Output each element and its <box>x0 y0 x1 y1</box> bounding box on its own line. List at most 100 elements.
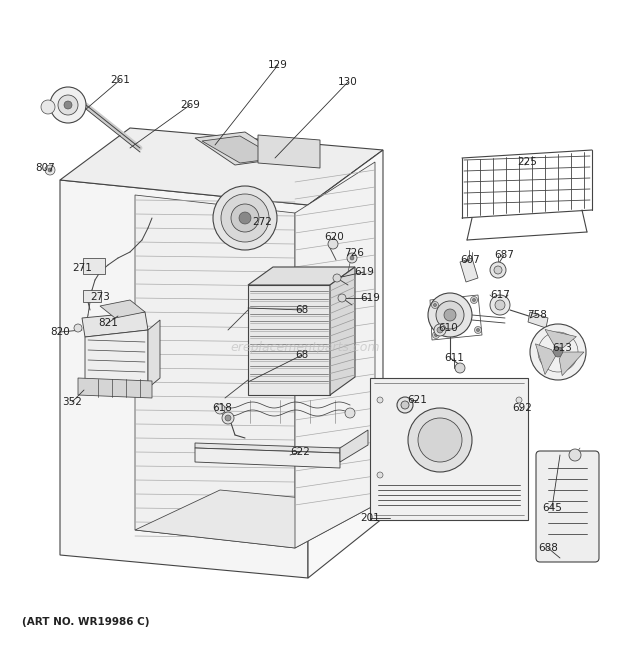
Text: 619: 619 <box>360 293 380 303</box>
Circle shape <box>494 266 502 274</box>
Circle shape <box>350 256 354 260</box>
Text: 68: 68 <box>295 350 309 360</box>
Circle shape <box>333 274 341 282</box>
Text: 619: 619 <box>354 267 374 277</box>
Text: 201: 201 <box>360 513 380 523</box>
Text: 611: 611 <box>444 353 464 363</box>
Circle shape <box>553 347 563 357</box>
Text: 225: 225 <box>517 157 537 167</box>
Polygon shape <box>370 378 528 520</box>
Circle shape <box>490 295 510 315</box>
Circle shape <box>569 449 581 461</box>
Text: 617: 617 <box>490 290 510 300</box>
Text: 621: 621 <box>407 395 427 405</box>
Circle shape <box>338 294 346 302</box>
Circle shape <box>472 299 476 301</box>
Text: 352: 352 <box>62 397 82 407</box>
Polygon shape <box>195 132 285 165</box>
Text: 687: 687 <box>494 250 514 260</box>
Text: 269: 269 <box>180 100 200 110</box>
Circle shape <box>225 415 231 421</box>
Circle shape <box>418 418 462 462</box>
Polygon shape <box>202 136 278 163</box>
Circle shape <box>495 300 505 310</box>
Circle shape <box>231 204 259 232</box>
Text: 273: 273 <box>90 292 110 302</box>
Circle shape <box>516 397 522 403</box>
Text: 271: 271 <box>72 263 92 273</box>
Polygon shape <box>135 195 295 548</box>
Circle shape <box>433 332 440 338</box>
Circle shape <box>58 95 78 115</box>
Text: 620: 620 <box>324 232 344 242</box>
Text: 821: 821 <box>98 318 118 328</box>
Polygon shape <box>60 128 383 205</box>
Circle shape <box>474 327 482 334</box>
Polygon shape <box>60 180 308 578</box>
Circle shape <box>432 301 438 309</box>
Bar <box>83 290 101 302</box>
Circle shape <box>239 212 251 224</box>
Polygon shape <box>195 443 340 453</box>
Text: 272: 272 <box>252 217 272 227</box>
Polygon shape <box>295 162 375 548</box>
Polygon shape <box>545 329 577 348</box>
Circle shape <box>345 408 355 418</box>
Circle shape <box>401 401 409 409</box>
Text: 692: 692 <box>512 403 532 413</box>
Polygon shape <box>248 267 355 285</box>
Circle shape <box>50 87 86 123</box>
Circle shape <box>490 262 506 278</box>
Circle shape <box>435 334 438 336</box>
Text: 607: 607 <box>460 255 480 265</box>
Circle shape <box>428 293 472 337</box>
Circle shape <box>408 408 472 472</box>
Polygon shape <box>330 267 355 395</box>
Polygon shape <box>536 344 556 375</box>
Text: 261: 261 <box>110 75 130 85</box>
Text: 726: 726 <box>344 248 364 258</box>
Polygon shape <box>135 490 375 548</box>
Circle shape <box>436 301 464 329</box>
Circle shape <box>444 309 456 321</box>
Circle shape <box>221 194 269 242</box>
Text: 610: 610 <box>438 323 458 333</box>
Polygon shape <box>85 330 148 388</box>
Circle shape <box>41 100 55 114</box>
Circle shape <box>437 327 443 333</box>
Text: 758: 758 <box>527 310 547 320</box>
Text: 807: 807 <box>35 163 55 173</box>
Polygon shape <box>460 258 478 282</box>
Polygon shape <box>148 320 160 388</box>
Circle shape <box>328 239 338 249</box>
Text: 68: 68 <box>295 305 309 315</box>
Circle shape <box>377 472 383 478</box>
Circle shape <box>455 363 465 373</box>
Text: 622: 622 <box>290 447 310 457</box>
Circle shape <box>222 412 234 424</box>
Circle shape <box>347 253 357 263</box>
Text: (ART NO. WR19986 C): (ART NO. WR19986 C) <box>22 617 149 627</box>
Circle shape <box>397 397 413 413</box>
Circle shape <box>45 165 55 175</box>
Polygon shape <box>100 300 145 318</box>
Text: 129: 129 <box>268 60 288 70</box>
Circle shape <box>471 297 477 303</box>
Circle shape <box>213 186 277 250</box>
Text: 618: 618 <box>212 403 232 413</box>
Polygon shape <box>559 352 584 375</box>
Circle shape <box>477 329 479 332</box>
Polygon shape <box>78 378 152 398</box>
Polygon shape <box>528 312 548 328</box>
Polygon shape <box>340 430 368 462</box>
Text: ereplacementparts.com: ereplacementparts.com <box>230 342 379 354</box>
Bar <box>83 258 105 274</box>
Polygon shape <box>308 150 383 578</box>
Circle shape <box>215 404 225 414</box>
Text: 130: 130 <box>338 77 358 87</box>
Text: 645: 645 <box>542 503 562 513</box>
Circle shape <box>530 324 586 380</box>
Circle shape <box>48 168 52 172</box>
Circle shape <box>74 324 82 332</box>
Polygon shape <box>258 135 320 168</box>
